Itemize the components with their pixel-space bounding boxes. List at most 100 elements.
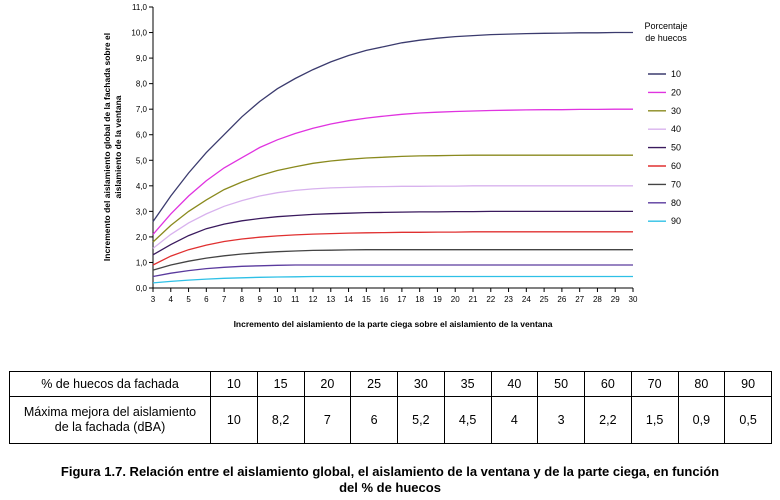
line-chart: 0,0 1,0 2,0 3,0 4,0 5,0 6,0 7,0 8,0 9,0 10,0 11,0 3… [102, 3, 688, 329]
x-tick-label: 11 [291, 295, 300, 304]
series-line-30 [152, 154, 633, 243]
table-cell: 4,5 [443, 395, 492, 445]
legend-label-10: 10 [671, 69, 681, 79]
series-line-50 [152, 210, 633, 256]
series-line-40 [152, 185, 633, 249]
y-tick-label: 0,0 [136, 284, 148, 293]
legend-label-70: 70 [671, 179, 681, 189]
x-tick-label: 23 [504, 295, 513, 304]
y-axis-label-group: Incremento del aislamiento global de la … [102, 33, 123, 261]
legend-label-60: 60 [671, 161, 681, 171]
table-cell: 7 [303, 395, 352, 445]
legend-label-30: 30 [671, 106, 681, 116]
legend-label-40: 40 [671, 124, 681, 134]
y-tick-label: 6,0 [136, 131, 148, 140]
table-cell: 35 [443, 371, 492, 397]
chart-axes [152, 7, 633, 289]
x-tick-label: 5 [186, 295, 191, 304]
table-cell: 25 [350, 371, 398, 397]
table-cell: 90 [724, 371, 772, 397]
table-cell: 5,2 [397, 395, 445, 445]
table-cell: 8,2 [256, 395, 305, 445]
series-line-70 [152, 249, 633, 271]
x-tick-label: 16 [380, 295, 389, 304]
table-cell: 0,9 [677, 395, 726, 445]
y-tick-label: 7,0 [136, 105, 148, 114]
table-row-percent-huecos: % de huecos da fachada 10 15 20 25 30 35… [9, 371, 772, 397]
table-cell: 6 [350, 395, 398, 445]
caption-line: del % de huecos [339, 479, 441, 495]
table-cell: 10 [210, 395, 258, 445]
legend-label-90: 90 [671, 216, 681, 226]
row-header-max-mejora: Máxima mejora del aislamiento de la fach… [9, 395, 211, 445]
legend-label-50: 50 [671, 143, 681, 153]
y-axis-label-line: Incremento del aislamiento global de la … [102, 33, 112, 261]
table-cell: 60 [584, 371, 632, 397]
x-tick-label: 17 [397, 295, 406, 304]
table-cell: 10 [210, 371, 258, 397]
x-tick-label: 25 [540, 295, 549, 304]
x-tick-label: 3 [151, 295, 156, 304]
data-table: % de huecos da fachada 10 15 20 25 30 35… [9, 371, 772, 445]
y-tick-label: 4,0 [136, 182, 148, 191]
x-tick-label: 28 [593, 295, 602, 304]
x-tick-label: 4 [169, 295, 174, 304]
x-tick-label: 6 [204, 295, 209, 304]
y-tick-label: 10,0 [131, 29, 147, 38]
legend-title-line: Porcentaje [644, 21, 687, 31]
y-tick-label: 11,0 [132, 3, 148, 12]
table-cell: 80 [677, 371, 726, 397]
x-tick-label: 9 [257, 295, 262, 304]
x-tick-label: 30 [629, 295, 638, 304]
x-tick-label: 24 [522, 295, 531, 304]
x-tick-label: 26 [557, 295, 566, 304]
y-tick-label: 2,0 [136, 233, 148, 242]
table-cell: 30 [397, 371, 445, 397]
y-tick-label: 5,0 [136, 156, 148, 165]
y-tick-label: 9,0 [136, 54, 148, 63]
table-cell: 2,2 [584, 395, 632, 445]
x-tick-label: 29 [611, 295, 620, 304]
table-cell: 4 [490, 395, 539, 445]
y-tick-label: 8,0 [136, 80, 148, 89]
series-lines [152, 31, 633, 284]
row-header-line: Máxima mejora del aislamiento [23, 405, 197, 420]
series-line-60 [152, 231, 633, 266]
table-cell: 1,5 [630, 395, 679, 445]
x-tick-label: 10 [273, 295, 282, 304]
x-tick-label: 20 [451, 295, 460, 304]
x-axis-label: Incremento del aislamiento de la parte c… [234, 319, 553, 329]
x-axis-ticks: 3 4 5 6 7 8 9 10 11 12 13 14 15 16 17 18 19 20 21 22 23 24 25 2… [151, 288, 638, 304]
table-cell: 70 [630, 371, 679, 397]
caption-line: Figura 1.7. Relación entre el aislamient… [60, 464, 720, 479]
x-tick-label: 8 [240, 295, 245, 304]
series-line-90 [152, 275, 633, 284]
series-line-10 [152, 31, 633, 222]
x-tick-label: 15 [362, 295, 371, 304]
x-tick-label: 18 [415, 295, 424, 304]
table-cell: 40 [490, 371, 539, 397]
x-tick-label: 13 [326, 295, 335, 304]
y-tick-label: 3,0 [136, 207, 148, 216]
table-cell: 15 [256, 371, 305, 397]
figure-caption: Figura 1.7. Relación entre el aislamient… [0, 464, 780, 495]
x-tick-label: 7 [222, 295, 227, 304]
legend-label-20: 20 [671, 87, 681, 97]
row-header-line: de la fachada (dBA) [54, 419, 166, 434]
legend-label-80: 80 [671, 198, 681, 208]
legend: Porcentaje de huecos 10 20 30 40 50 60 70 80 90 [644, 21, 687, 226]
series-line-20 [152, 108, 633, 235]
table-cell: 3 [537, 395, 585, 445]
series-line-80 [152, 264, 633, 278]
y-axis-label-line: aislamiento de la ventana [113, 95, 123, 198]
y-axis-label: Incremento del aislamiento global de la … [102, 33, 123, 261]
table-cell: 50 [537, 371, 585, 397]
row-header-percent-huecos: % de huecos da fachada [9, 371, 211, 397]
x-tick-label: 27 [575, 295, 584, 304]
x-tick-label: 12 [309, 295, 318, 304]
x-tick-label: 19 [433, 295, 442, 304]
y-tick-label: 1,0 [136, 258, 148, 267]
table-row-max-mejora: Máxima mejora del aislamiento de la fach… [9, 395, 772, 445]
legend-title-line: de huecos [645, 33, 687, 43]
y-axis-ticks: 0,0 1,0 2,0 3,0 4,0 5,0 6,0 7,0 8,0 9,0 10,0 11,0 [131, 3, 153, 293]
